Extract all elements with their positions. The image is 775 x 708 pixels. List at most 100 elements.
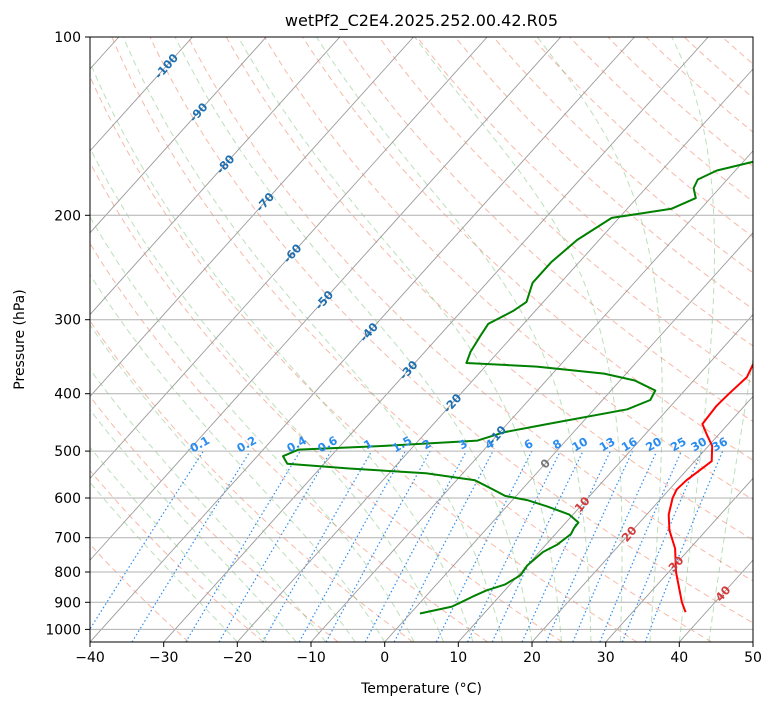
pressure-gridlines xyxy=(90,37,753,630)
plot-area: 0.1 0.2 0.4 0.6 1 1.5 2 3 4 6 8 10 13 16 20 25 30 36-100-… xyxy=(90,24,775,642)
isotherm xyxy=(90,37,341,316)
isotherm xyxy=(310,150,753,642)
dry-adiabat xyxy=(90,469,264,642)
isotherm xyxy=(90,37,635,642)
dry-adiabat xyxy=(149,37,753,624)
moist-adiabat xyxy=(90,446,268,642)
y-tick-label: 500 xyxy=(54,444,81,460)
mixing-ratio-line xyxy=(599,450,682,642)
y-tick-label: 900 xyxy=(54,595,81,611)
mixing-ratio-label: 16 xyxy=(619,434,640,454)
dry-adiabats xyxy=(90,24,775,642)
mixing-ratio-label: 6 xyxy=(522,436,536,452)
mixing-ratio-line xyxy=(262,450,373,642)
mixing-ratio-line xyxy=(545,450,634,642)
mixing-ratio-line xyxy=(185,450,301,642)
y-tick-label: 300 xyxy=(54,313,81,329)
dry-adiabat xyxy=(302,37,753,461)
isotherm-label: -70 xyxy=(253,190,277,215)
y-tick-label: 700 xyxy=(54,531,81,547)
y-tick-label: 100 xyxy=(54,30,81,46)
moist-adiabat xyxy=(90,408,297,642)
isotherm-label: -30 xyxy=(396,358,420,383)
y-tick-label: 200 xyxy=(54,208,81,224)
y-tick-label: 1000 xyxy=(45,622,81,638)
dry-adiabat xyxy=(263,37,753,501)
mixing-ratio-line xyxy=(644,450,724,642)
y-tick-label: 600 xyxy=(54,491,81,507)
mixing-ratio-label: 3 xyxy=(456,436,470,452)
dry-adiabat xyxy=(416,37,753,347)
dry-adiabat xyxy=(90,395,339,642)
moist-adiabat xyxy=(90,481,238,642)
dry-adiabat xyxy=(225,37,753,541)
sounding-profiles xyxy=(282,160,753,615)
isotherm xyxy=(90,37,267,234)
moist-adiabat xyxy=(90,368,327,642)
isotherm xyxy=(605,477,753,642)
mixing-ratio-label: 25 xyxy=(668,434,689,454)
mixing-ratio-label: 1 xyxy=(361,436,375,452)
mixing-ratio-line xyxy=(491,450,584,642)
y-tick-label: 800 xyxy=(54,565,81,581)
mixing-ratio-label: 8 xyxy=(550,436,564,452)
dry-adiabat xyxy=(746,24,775,642)
mixing-ratio-label: 0.2 xyxy=(234,433,259,455)
moist-adiabat xyxy=(414,37,623,642)
mixing-ratio-label: 20 xyxy=(643,434,664,454)
isotherm xyxy=(163,37,709,642)
dry-adiabat xyxy=(378,37,753,385)
mixing-ratio-label: 1.5 xyxy=(390,433,415,455)
mixing-ratio-line xyxy=(298,450,406,642)
mixing-ratio-line xyxy=(435,450,533,642)
dry-adiabat xyxy=(90,320,414,642)
mixing-ratio-label: 2 xyxy=(420,436,434,452)
isotherm xyxy=(531,395,753,642)
moist-adiabats xyxy=(90,37,753,642)
moist-adiabat xyxy=(90,273,386,642)
mixing-ratio-line xyxy=(364,450,467,642)
dry-adiabat xyxy=(569,37,753,203)
moist-adiabat xyxy=(708,354,753,642)
moist-adiabat xyxy=(90,216,415,642)
moist-adiabat xyxy=(90,324,356,642)
x-tick-label: −30 xyxy=(149,650,179,666)
x-tick-label: −20 xyxy=(223,650,253,666)
isotherm-label: -60 xyxy=(280,241,304,266)
dry-adiabat xyxy=(90,75,638,642)
y-axis-title: Pressure (hPa) xyxy=(12,289,28,389)
dry-adiabat xyxy=(90,161,563,642)
mixing-ratio-label: 36 xyxy=(709,434,730,454)
mixing-ratio-label: 30 xyxy=(688,434,709,454)
x-tick-label: 40 xyxy=(670,650,688,666)
y-axis-ticks: 1000 900 800 700 600 500 400 300 200 100 xyxy=(45,30,90,638)
mixing-ratio-line xyxy=(621,450,703,642)
moist-adiabat xyxy=(90,147,445,642)
isotherm xyxy=(752,641,753,642)
x-tick-label: 50 xyxy=(744,650,762,666)
moist-adiabat xyxy=(237,37,562,642)
moist-adiabat xyxy=(671,37,715,642)
moist-adiabat xyxy=(536,37,663,642)
dry-adiabat xyxy=(721,37,753,65)
x-tick-label: 20 xyxy=(523,650,541,666)
isotherm-label: 0 xyxy=(537,456,553,471)
x-axis-title: Temperature (°C) xyxy=(360,681,482,697)
isotherm-label: -40 xyxy=(357,320,381,345)
x-tick-label: −40 xyxy=(75,650,105,666)
mixing-ratio-label: 10 xyxy=(569,434,590,454)
dry-adiabat xyxy=(454,37,753,310)
isotherm-label: -90 xyxy=(186,100,210,125)
mixing-ratio-line xyxy=(572,450,658,642)
isotherm xyxy=(457,313,753,642)
dry-adiabat xyxy=(645,37,753,133)
isotherm xyxy=(90,37,193,152)
x-tick-label: 0 xyxy=(380,650,389,666)
mixing-ratio-label: 13 xyxy=(597,434,618,454)
dry-adiabat xyxy=(90,543,190,642)
moist-adiabat xyxy=(90,61,474,642)
isotherm-label: 30 xyxy=(665,553,686,574)
isotherm-label: -100 xyxy=(151,51,181,82)
moist-adiabat xyxy=(122,37,503,642)
mixing-ratio-label: 0.6 xyxy=(315,433,340,455)
